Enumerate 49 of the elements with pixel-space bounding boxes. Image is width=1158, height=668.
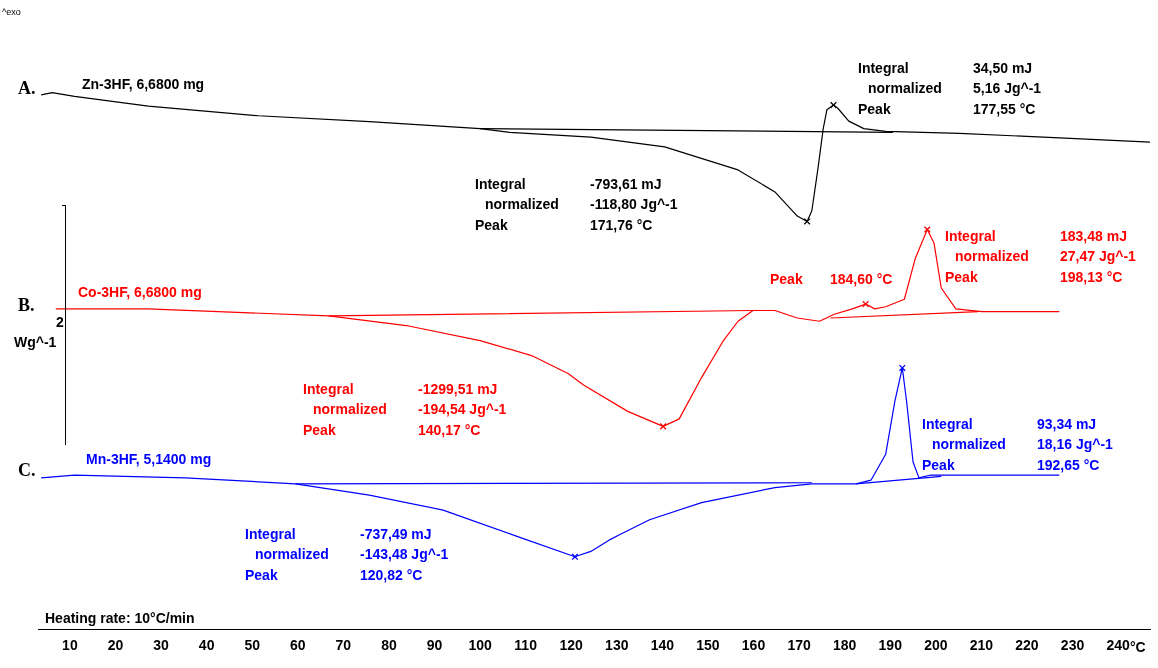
x-tick-label: 70 [335,637,352,654]
series-label: Co-3HF, 6,6800 mg [78,283,202,300]
annotation: Peak [770,270,803,287]
x-tick-label: 220 [1015,637,1039,654]
annotation: Heating rate: 10°C/min [45,609,195,626]
x-tick-label: 130 [605,637,629,654]
annotation: -1299,51 mJ -194,54 Jg^-1 140,17 °C [418,380,507,438]
x-tick-label: 30 [153,637,170,654]
annotation: Integral normalized Peak [922,415,1006,473]
annotation: 184,60 °C [830,270,893,287]
annotation: 2 [56,313,64,330]
x-tick-label: 10 [62,637,78,654]
x-tick-label: 140 [650,637,675,654]
x-tick-label: 60 [289,637,306,654]
text: B. [18,294,35,315]
annotation: -737,49 mJ -143,48 Jg^-1 120,82 °C [360,525,449,583]
annotation: Integral normalized Peak [858,59,942,117]
x-tick-label: 160 [741,637,766,654]
x-tick-label: 100 [468,637,492,654]
text: A. [18,77,36,98]
x-tick-label: 80 [381,637,397,654]
x-tick-label: 120 [559,637,584,654]
x-tick-label: 190 [878,637,903,654]
annotation: Integral normalized Peak [245,525,329,583]
x-tick-label: 170 [787,637,811,654]
annotation: Integral normalized Peak [475,175,559,233]
series-label: Zn-3HF, 6,6800 mg [82,75,205,92]
x-tick-label: 40 [198,637,215,654]
annotation: 183,48 mJ 27,47 Jg^-1 198,13 °C [1060,227,1137,285]
annotation: 34,50 mJ 5,16 Jg^-1 177,55 °C [973,59,1042,117]
x-tick-label: 200 [924,637,948,654]
x-tick-label: 90 [426,637,443,654]
x-tick-label: 50 [244,637,261,654]
annotation: Integral normalized Peak [945,227,1029,285]
x-tick-label: 180 [832,637,857,654]
x-axis-title: °C [1130,639,1146,656]
x-tick-label: 210 [969,637,994,654]
x-tick-label: 240 [1106,637,1130,654]
annotation: Integral normalized Peak [303,380,387,438]
text: ^exo [2,6,21,17]
annotation: -793,61 mJ -118,80 Jg^-1 171,76 °C [590,175,678,233]
x-tick-label: 20 [107,637,124,654]
x-tick-label: 110 [514,637,538,654]
series-label: Mn-3HF, 5,1400 mg [86,450,212,467]
x-tick-label: 150 [696,637,720,654]
x-tick-label: 230 [1060,637,1085,654]
annotation: Wg^-1 [14,333,57,350]
annotation: 93,34 mJ 18,16 Jg^-1 192,65 °C [1037,415,1114,473]
text: C. [18,459,36,480]
